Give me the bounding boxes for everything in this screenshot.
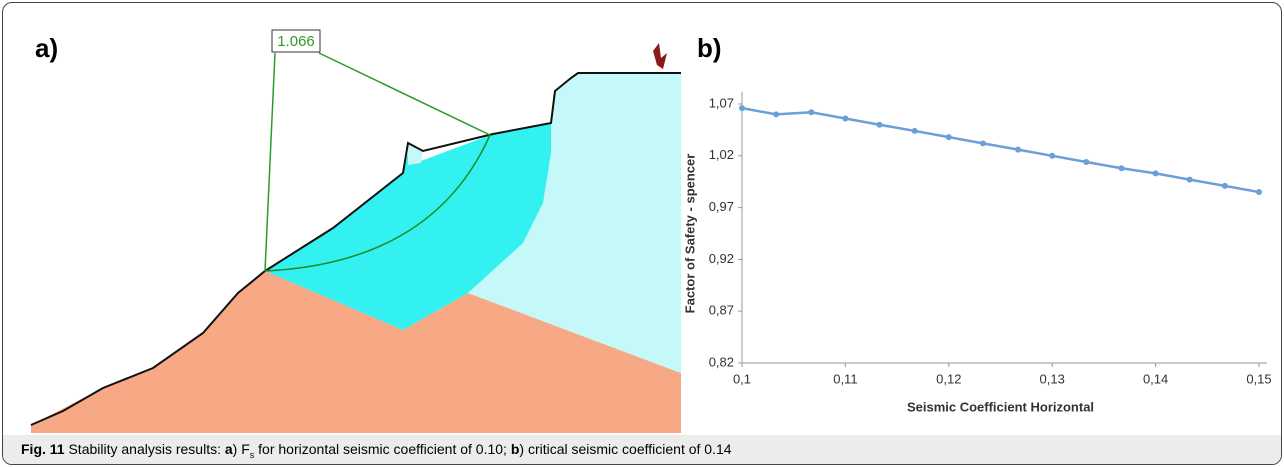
data-point <box>1186 176 1193 183</box>
data-point <box>773 111 780 118</box>
y-tick-label: 0,92 <box>709 251 734 266</box>
x-tick-label: 0,14 <box>1143 371 1168 386</box>
safety-factor-label: 1.066 <box>277 33 315 50</box>
soil-layer-upper <box>468 73 681 373</box>
x-tick-label: 0,1 <box>733 371 751 386</box>
x-tick-label: 0,15 <box>1246 371 1271 386</box>
data-point <box>876 121 883 128</box>
panel-label: b) <box>697 33 722 63</box>
data-line <box>741 106 1260 194</box>
panel-label: a) <box>35 33 58 63</box>
ground-surface <box>30 72 681 426</box>
data-point <box>739 105 745 112</box>
soil-layer <box>31 271 681 433</box>
x-tick-label: 0,13 <box>1040 371 1065 386</box>
chart: 0,82 0,87 0,92 0,97 1,02 1,07 0,1 0,11 0,12 0,13 0… <box>682 92 1272 414</box>
caption-text: for horizontal seismic coefficient of 0.… <box>254 441 511 457</box>
x-tick-label: 0,12 <box>936 371 961 386</box>
data-point <box>911 127 918 134</box>
caption: Fig. 11 Stability analysis results: a) F… <box>3 435 1281 464</box>
sliding-mass <box>265 123 551 330</box>
data-point <box>1152 170 1159 177</box>
data-point <box>1221 182 1228 189</box>
x-tick-label: 0,11 <box>833 371 857 386</box>
y-axis-label: Factor of Safety - spencer <box>682 154 697 314</box>
leader-line <box>264 52 276 272</box>
data-point <box>1049 152 1056 159</box>
caption-text: a <box>224 441 233 457</box>
x-axis-label: Seismic Coefficient Horizontal <box>907 399 1094 414</box>
data-point <box>1083 159 1090 166</box>
marker-icon <box>653 43 667 69</box>
data-point <box>945 134 952 141</box>
figure: 1.066 a) b) 0,820,870,920,971,021,070,1 0… <box>30 29 1272 433</box>
y-tick-label: 1,02 <box>709 147 734 162</box>
data-point <box>1015 146 1022 153</box>
y-tick-label: 0,97 <box>709 199 734 214</box>
caption-text: b <box>510 441 520 457</box>
caption-text: ) F <box>232 441 250 457</box>
slip-surface <box>264 134 491 272</box>
caption-text: Stability analysis results: <box>64 441 225 457</box>
data-point <box>842 115 849 122</box>
leader-line <box>318 52 491 136</box>
y-tick-label: 0,87 <box>709 303 734 318</box>
caption-text: s <box>249 449 255 460</box>
data-point <box>808 109 815 116</box>
caption-text: ) critical seismic coefficient of 0.14 <box>519 441 732 457</box>
data-point <box>1118 165 1125 172</box>
caption-label: Fig. 11 <box>21 441 65 457</box>
label-box <box>271 29 321 53</box>
notch <box>408 143 423 165</box>
data-point <box>1256 189 1262 196</box>
data-point <box>979 140 986 147</box>
y-tick-label: 0,82 <box>709 354 734 369</box>
y-tick-label: 1,07 <box>709 95 734 110</box>
